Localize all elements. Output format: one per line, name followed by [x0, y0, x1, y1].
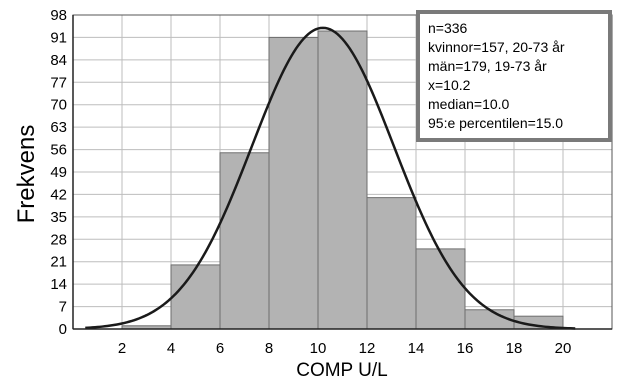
histogram-bar	[268, 36, 319, 330]
y-tick-label: 42	[50, 186, 67, 203]
histogram-bar	[170, 264, 221, 330]
histogram-bar	[366, 197, 417, 330]
x-tick-label: 10	[310, 340, 327, 357]
y-tick-label: 7	[59, 299, 67, 316]
x-tick-label: 2	[118, 340, 126, 357]
y-tick-label: 0	[59, 321, 67, 338]
x-tick-label: 4	[167, 340, 175, 357]
y-axis-label: Frekvens	[13, 124, 40, 224]
annotation-n: n=336	[428, 20, 468, 36]
normal-curve-line	[85, 26, 576, 330]
x-tick-label: 16	[457, 340, 474, 357]
annotation-men: män=179, 19-73 år	[428, 58, 547, 74]
x-tick-label: 12	[359, 340, 376, 357]
annotation-percentile: 95:e percentilen=15.0	[428, 115, 564, 131]
x-tick-label: 14	[408, 340, 425, 357]
y-tick-label: 84	[50, 52, 67, 69]
x-tick-label: 18	[506, 340, 523, 357]
y-tick-label: 28	[50, 231, 67, 248]
y-tick-label: 56	[50, 142, 67, 159]
normal-curve	[85, 26, 576, 330]
x-tick-label: 6	[216, 340, 224, 357]
y-tick-label: 98	[50, 7, 67, 24]
y-tick-label: 21	[50, 254, 67, 271]
histogram-bar	[415, 248, 466, 330]
y-tick-label: 49	[50, 164, 67, 181]
y-tick-label: 77	[50, 74, 67, 91]
annotation-women: kvinnor=157, 20-73 år	[428, 39, 565, 55]
annotation-median: median=10.0	[428, 96, 510, 112]
y-tick-label: 35	[50, 209, 67, 226]
histogram-bar	[317, 30, 368, 330]
stats-annotation-box: n=336 kvinnor=157, 20-73 år män=179, 19-…	[416, 10, 612, 142]
y-tick-label: 63	[50, 119, 67, 136]
histogram-bars	[121, 30, 564, 330]
y-tick-labels: 0 7 14 21 28 35 42 49 56 63 70 77 84 91 98	[50, 7, 67, 338]
annotation-mean: x=10.2	[428, 77, 471, 93]
histogram-bar	[219, 152, 270, 330]
x-tick-label: 20	[555, 340, 572, 357]
x-tick-labels: 2 4 6 8 10 12 14 16 18 20	[118, 340, 572, 357]
x-tick-label: 8	[265, 340, 273, 357]
y-tick-label: 70	[50, 97, 67, 114]
x-axis-label: COMP U/L	[296, 360, 388, 381]
y-tick-label: 14	[50, 276, 67, 293]
axes	[72, 14, 613, 330]
y-tick-label: 91	[50, 29, 67, 46]
